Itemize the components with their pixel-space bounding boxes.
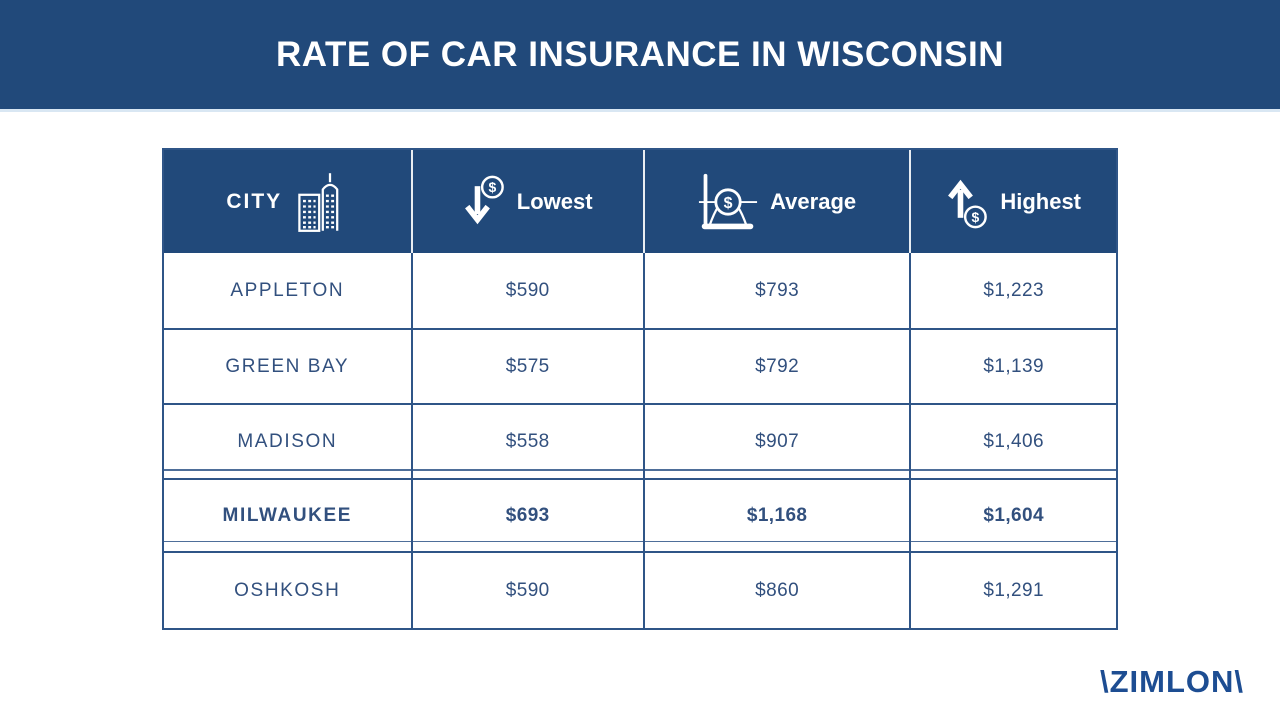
lowest-value: $693 xyxy=(410,480,643,551)
column-header-label: Average xyxy=(770,188,857,214)
table-row: MADISON $558 $907 $1,406 xyxy=(164,403,1116,478)
table-row: APPLETON $590 $793 $1,223 xyxy=(164,253,1116,328)
highest-value: $1,139 xyxy=(909,330,1116,403)
zimlon-logo: \ZIMLON\ xyxy=(1099,664,1244,699)
city-name: OSHKOSH xyxy=(234,579,341,601)
column-header-label: Highest xyxy=(1000,188,1082,214)
city-name: GREEN BAY xyxy=(225,355,350,377)
highest-value: $1,223 xyxy=(909,253,1116,328)
svg-text:$: $ xyxy=(724,195,733,212)
column-header-label: Lowest xyxy=(516,188,593,214)
table-row: OSHKOSH $590 $860 $1,291 xyxy=(164,553,1116,628)
highest-value: $1,291 xyxy=(909,553,1116,628)
lowest-value: $558 xyxy=(410,405,643,478)
highest-value: $1,604 xyxy=(909,480,1116,551)
table-row: MILWAUKEE $693 $1,168 $1,604 xyxy=(164,469,1116,553)
column-header-highest: $ Highest xyxy=(909,150,1116,253)
buildings-icon xyxy=(294,171,348,233)
svg-text:$: $ xyxy=(488,179,496,195)
lowest-value: $575 xyxy=(410,330,643,403)
average-value: $860 xyxy=(642,553,910,628)
city-name: APPLETON xyxy=(230,279,345,301)
lowest-value: $590 xyxy=(410,253,643,328)
title-banner: RATE OF CAR INSURANCE IN WISCONSIN xyxy=(0,0,1280,112)
table-row: GREEN BAY $575 $792 $1,139 xyxy=(164,328,1116,403)
arrow-up-dollar-icon: $ xyxy=(946,175,988,229)
city-name: MILWAUKEE xyxy=(222,504,353,526)
insurance-rate-table: CITY xyxy=(162,148,1118,630)
column-header-average: $ Average xyxy=(642,150,910,253)
bell-curve-dollar-icon: $ xyxy=(698,172,758,232)
highest-value: $1,406 xyxy=(909,405,1116,478)
city-name: MADISON xyxy=(237,430,338,452)
average-value: $793 xyxy=(642,253,910,328)
column-header-lowest: $ Lowest xyxy=(410,150,643,253)
column-header-city: CITY xyxy=(164,150,411,253)
average-value: $1,168 xyxy=(642,480,910,551)
average-value: $907 xyxy=(642,405,910,478)
page-title: RATE OF CAR INSURANCE IN WISCONSIN xyxy=(275,34,1005,74)
average-value: $792 xyxy=(642,330,910,403)
arrow-down-dollar-icon: $ xyxy=(463,175,505,229)
table-body: APPLETON $590 $793 $1,223 GREEN BAY $575 $792 $… xyxy=(164,253,1116,628)
table-header-row: CITY xyxy=(164,150,1116,253)
svg-text:$: $ xyxy=(972,209,980,225)
lowest-value: $590 xyxy=(410,553,643,628)
column-header-label: CITY xyxy=(226,189,283,213)
